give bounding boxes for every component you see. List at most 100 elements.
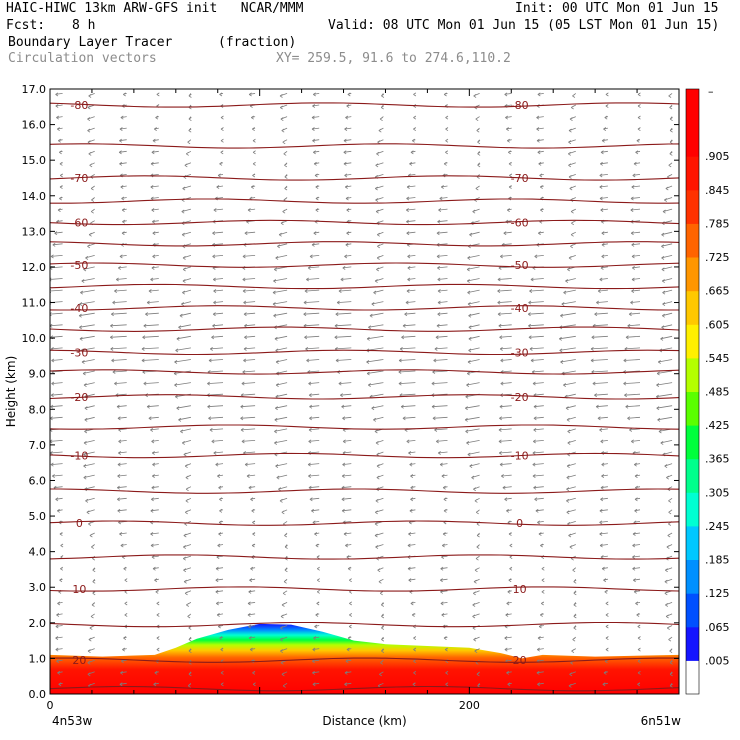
- circulation-vector: [506, 138, 512, 143]
- circulation-vector: [468, 312, 480, 318]
- circulation-vector: [343, 138, 352, 143]
- temperature-contour: [50, 262, 679, 268]
- circulation-vector: [250, 566, 256, 571]
- circulation-vector: [669, 139, 673, 145]
- circulation-vector: [212, 254, 224, 259]
- circulation-vector: [117, 508, 127, 513]
- circulation-vector: [215, 578, 224, 583]
- circulation-vector: [470, 220, 480, 226]
- circulation-vector: [509, 173, 513, 178]
- y-tick-label: 5.0: [29, 510, 47, 523]
- circulation-vector: [83, 463, 95, 469]
- circulation-vector: [506, 601, 512, 606]
- circulation-vector: [664, 590, 673, 596]
- circulation-vector: [279, 104, 288, 110]
- circulation-vector: [174, 359, 191, 364]
- circulation-vector: [628, 312, 641, 317]
- circulation-vector: [92, 578, 96, 584]
- colorbar-swatch: [686, 156, 699, 191]
- circulation-vector: [529, 346, 544, 351]
- circulation-vector: [308, 474, 320, 479]
- circulation-vector: [407, 254, 416, 259]
- circulation-vector: [52, 242, 63, 247]
- circulation-vector: [437, 300, 448, 305]
- circulation-vector: [378, 127, 384, 133]
- circulation-vector: [308, 427, 320, 432]
- circulation-vector: [187, 139, 192, 145]
- circulation-vector: [220, 670, 224, 675]
- circulation-vector: [399, 346, 416, 351]
- circulation-vector: [605, 647, 609, 652]
- circulation-vector: [343, 150, 352, 155]
- circulation-vector: [207, 404, 224, 409]
- circulation-vector: [124, 601, 128, 606]
- circulation-vector: [660, 335, 673, 341]
- circulation-vector: [252, 670, 256, 675]
- circulation-vector: [541, 578, 545, 583]
- circulation-vector: [374, 185, 384, 191]
- circulation-vector: [220, 115, 224, 120]
- circulation-vector: [242, 370, 256, 374]
- circulation-vector: [184, 590, 192, 596]
- circulation-vector: [467, 289, 480, 295]
- circulation-vector: [407, 566, 416, 571]
- circulation-vector: [474, 648, 480, 654]
- circulation-vector: [531, 370, 544, 374]
- circulation-vector: [339, 393, 352, 398]
- circulation-vector: [504, 497, 512, 502]
- circulation-vector: [51, 381, 63, 386]
- circulation-vector: [573, 602, 577, 607]
- circulation-vector: [439, 196, 448, 201]
- circulation-vector: [60, 543, 64, 548]
- circulation-vector: [569, 185, 576, 191]
- circulation-vector: [275, 382, 288, 388]
- circulation-vector: [625, 404, 641, 409]
- circulation-vector: [472, 590, 480, 596]
- circulation-vector: [366, 335, 384, 341]
- circulation-vector: [58, 150, 63, 155]
- circulation-vector: [308, 393, 320, 398]
- circulation-vector: [312, 92, 320, 97]
- circulation-vector: [185, 474, 192, 480]
- contour-label: -50: [511, 259, 529, 272]
- colorbar-top-mark: –: [708, 85, 714, 98]
- circulation-vector: [367, 382, 384, 388]
- colorbar-label: .365: [705, 453, 730, 466]
- circulation-vector: [56, 127, 63, 132]
- circulation-vector: [637, 682, 641, 687]
- circulation-vector: [240, 416, 256, 421]
- circulation-vector: [475, 555, 480, 561]
- circulation-vector: [182, 185, 192, 191]
- circulation-vector: [445, 670, 449, 675]
- contour-label: -10: [511, 450, 529, 463]
- circulation-vector: [50, 393, 63, 398]
- circulation-vector: [539, 185, 544, 189]
- circulation-vector: [92, 555, 96, 561]
- y-tick-label: 12.0: [22, 261, 47, 274]
- circulation-vector: [381, 625, 385, 630]
- colorbar-label: .605: [705, 318, 730, 331]
- circulation-vector: [284, 544, 288, 549]
- circulation-vector: [59, 196, 63, 201]
- circulation-vector: [313, 161, 320, 166]
- x-start-location: 4n53w: [52, 714, 93, 728]
- circulation-vector: [252, 150, 256, 155]
- temperature-contour: [50, 143, 679, 149]
- circulation-vector: [150, 532, 159, 536]
- circulation-vector: [114, 381, 127, 386]
- circulation-vector: [440, 566, 448, 571]
- circulation-vector: [630, 208, 641, 213]
- circulation-vector: [466, 382, 480, 388]
- circulation-vector: [437, 265, 448, 270]
- circulation-vector: [220, 682, 224, 687]
- circulation-vector: [208, 358, 224, 363]
- circulation-vector: [87, 139, 95, 145]
- circulation-vector: [121, 231, 127, 236]
- circulation-vector: [307, 265, 320, 270]
- circulation-vector: [561, 301, 576, 307]
- temperature-contour: [50, 394, 679, 400]
- circulation-vector: [637, 647, 641, 652]
- circulation-vector: [573, 613, 577, 619]
- circulation-vector: [566, 474, 576, 480]
- circulation-vector: [559, 347, 576, 353]
